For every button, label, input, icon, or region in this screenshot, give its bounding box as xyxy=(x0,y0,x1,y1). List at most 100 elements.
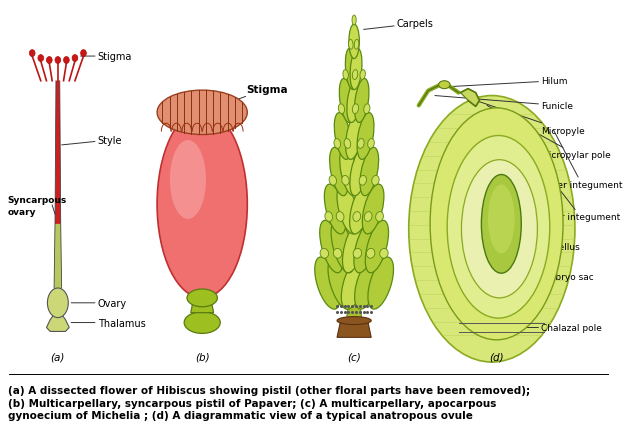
Ellipse shape xyxy=(72,55,78,62)
Text: Embryo sac: Embryo sac xyxy=(516,239,594,281)
Text: (b): (b) xyxy=(195,351,209,361)
Ellipse shape xyxy=(38,55,44,62)
Ellipse shape xyxy=(357,113,374,160)
Ellipse shape xyxy=(320,249,328,259)
Text: Micropyle: Micropyle xyxy=(470,99,585,135)
Ellipse shape xyxy=(325,212,332,222)
Ellipse shape xyxy=(80,51,86,58)
Ellipse shape xyxy=(363,185,384,234)
Text: Thalamus: Thalamus xyxy=(71,318,146,328)
Ellipse shape xyxy=(354,40,359,50)
Text: (a) A dissected flower of Hibiscus showing pistil (other floral parts have been : (a) A dissected flower of Hibiscus showi… xyxy=(8,385,529,395)
Text: Carpels: Carpels xyxy=(364,20,434,30)
Text: (c): (c) xyxy=(347,351,361,361)
Ellipse shape xyxy=(488,185,515,254)
Text: (b) Multicarpellary, syncarpous pistil of Papaver; (c) A multicarpellary, apocar: (b) Multicarpellary, syncarpous pistil o… xyxy=(8,397,496,408)
Ellipse shape xyxy=(346,113,363,160)
Ellipse shape xyxy=(462,160,537,298)
Ellipse shape xyxy=(354,221,377,273)
Text: Syncarpous: Syncarpous xyxy=(8,195,67,204)
Ellipse shape xyxy=(372,176,379,186)
Ellipse shape xyxy=(353,249,361,259)
Ellipse shape xyxy=(359,176,366,186)
Text: Micropylar pole: Micropylar pole xyxy=(487,106,611,160)
Text: Hilum: Hilum xyxy=(449,77,568,87)
Ellipse shape xyxy=(343,221,366,273)
Ellipse shape xyxy=(353,212,361,222)
Text: Outer integument: Outer integument xyxy=(541,131,623,190)
Ellipse shape xyxy=(331,221,354,273)
Ellipse shape xyxy=(380,249,388,259)
Ellipse shape xyxy=(170,141,206,219)
Text: Inner integument: Inner integument xyxy=(541,170,620,222)
Ellipse shape xyxy=(344,139,351,149)
Text: ovary: ovary xyxy=(8,207,36,216)
Ellipse shape xyxy=(329,176,337,186)
Ellipse shape xyxy=(481,175,521,273)
Text: Ovary: Ovary xyxy=(71,298,127,308)
Ellipse shape xyxy=(157,111,247,298)
Text: Chalazal pole: Chalazal pole xyxy=(516,323,602,332)
Ellipse shape xyxy=(368,139,374,149)
Text: Stigma: Stigma xyxy=(221,84,287,106)
Ellipse shape xyxy=(364,105,370,114)
Ellipse shape xyxy=(439,81,450,89)
Text: gynoecium of Michelia ; (d) A diagrammatic view of a typical anatropous ovule: gynoecium of Michelia ; (d) A diagrammat… xyxy=(8,410,473,420)
Polygon shape xyxy=(54,219,62,288)
Ellipse shape xyxy=(343,70,348,80)
Ellipse shape xyxy=(349,25,359,59)
Ellipse shape xyxy=(342,176,349,186)
Ellipse shape xyxy=(354,79,369,123)
Ellipse shape xyxy=(337,185,359,234)
Polygon shape xyxy=(346,303,362,320)
Polygon shape xyxy=(46,316,70,332)
Ellipse shape xyxy=(334,139,341,149)
Ellipse shape xyxy=(345,49,357,90)
Ellipse shape xyxy=(64,58,70,64)
Ellipse shape xyxy=(348,40,353,50)
Polygon shape xyxy=(55,81,61,225)
Ellipse shape xyxy=(350,185,372,234)
Ellipse shape xyxy=(336,212,344,222)
Ellipse shape xyxy=(352,16,356,26)
Ellipse shape xyxy=(46,58,52,64)
Ellipse shape xyxy=(350,148,368,196)
Ellipse shape xyxy=(341,257,367,309)
Ellipse shape xyxy=(375,212,383,222)
Ellipse shape xyxy=(430,109,563,340)
Text: Nucellus: Nucellus xyxy=(533,219,580,251)
Ellipse shape xyxy=(366,249,375,259)
Ellipse shape xyxy=(352,70,358,80)
Ellipse shape xyxy=(334,249,342,259)
Ellipse shape xyxy=(48,288,68,318)
Text: Stigma: Stigma xyxy=(80,52,132,62)
Ellipse shape xyxy=(347,79,361,123)
Ellipse shape xyxy=(338,105,345,114)
Ellipse shape xyxy=(355,257,380,309)
Text: Style: Style xyxy=(62,135,122,146)
Ellipse shape xyxy=(360,70,365,80)
Ellipse shape xyxy=(339,79,354,123)
Ellipse shape xyxy=(330,148,348,196)
Polygon shape xyxy=(337,320,371,337)
Ellipse shape xyxy=(340,148,358,196)
Ellipse shape xyxy=(337,317,371,325)
Text: (a): (a) xyxy=(51,351,65,361)
Ellipse shape xyxy=(334,113,351,160)
Ellipse shape xyxy=(365,212,372,222)
Ellipse shape xyxy=(357,139,365,149)
Ellipse shape xyxy=(184,312,220,334)
Ellipse shape xyxy=(365,221,388,273)
Ellipse shape xyxy=(315,257,340,309)
Ellipse shape xyxy=(319,221,343,273)
Polygon shape xyxy=(460,89,480,107)
Ellipse shape xyxy=(187,289,218,307)
Ellipse shape xyxy=(350,49,362,90)
Polygon shape xyxy=(191,303,214,313)
Text: Funicle: Funicle xyxy=(435,96,573,111)
Ellipse shape xyxy=(368,257,393,309)
Ellipse shape xyxy=(360,148,379,196)
Ellipse shape xyxy=(157,91,247,135)
Ellipse shape xyxy=(55,58,61,64)
Text: (d): (d) xyxy=(489,351,504,361)
